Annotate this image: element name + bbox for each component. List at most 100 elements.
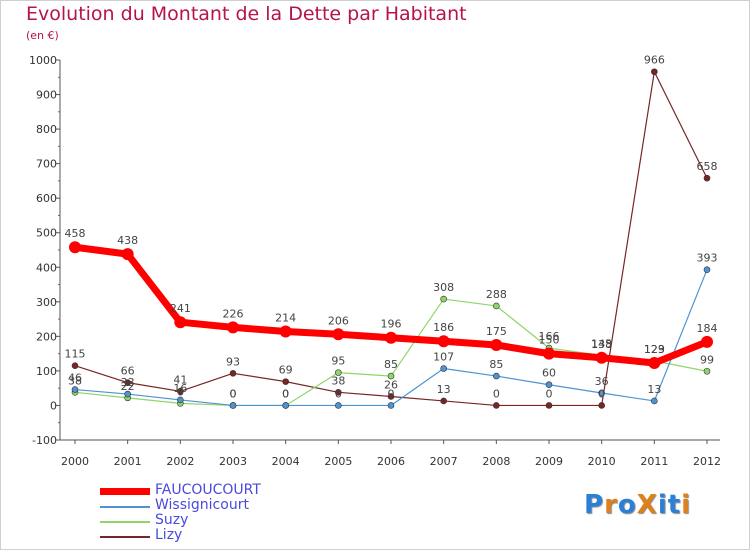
y-tick-label: 100 <box>36 365 57 378</box>
data-point-wissignicourt <box>440 365 447 372</box>
data-point-faucoucourt <box>595 351 608 364</box>
data-point-suzy <box>335 369 342 376</box>
data-label-wissignicourt: 393 <box>697 252 718 265</box>
logo-letter: o <box>617 490 637 520</box>
legend-item-wissignicourt: Wissignicourt <box>100 497 400 514</box>
chart-unit-label: (en €) <box>26 29 59 42</box>
data-point-wissignicourt <box>229 402 237 409</box>
data-point-faucoucourt <box>701 335 713 348</box>
data-point-lizy <box>598 402 605 409</box>
logo-letter: t <box>667 490 682 520</box>
data-point-wissignicourt <box>387 402 395 409</box>
data-label-lizy: 658 <box>697 160 718 173</box>
data-label-wissignicourt: 13 <box>647 383 661 396</box>
x-tick-label: 2002 <box>166 455 194 468</box>
y-tick-label: -100 <box>32 434 57 447</box>
x-tick-label: 2010 <box>588 455 616 468</box>
data-label-lizy: 966 <box>644 54 665 67</box>
data-point-wissignicourt <box>124 390 131 398</box>
data-label-lizy: 0 <box>493 387 500 400</box>
logo-letter: r <box>604 490 618 520</box>
data-point-lizy <box>387 393 395 400</box>
data-label-wissignicourt: 60 <box>542 367 556 380</box>
y-tick-label: 300 <box>36 296 57 309</box>
data-label-faucoucourt: 150 <box>539 334 560 347</box>
data-label-lizy: 0 <box>598 387 605 400</box>
legend-label-faucoucourt: FAUCOUCOURT <box>155 482 261 498</box>
data-label-wissignicourt: 107 <box>433 350 454 363</box>
y-tick-label: 200 <box>36 330 57 343</box>
data-point-wissignicourt <box>598 389 605 397</box>
data-label-wissignicourt: 46 <box>68 372 82 385</box>
data-label-suzy: 99 <box>700 353 714 366</box>
data-point-wissignicourt <box>282 402 289 409</box>
y-tick-label: 0 <box>50 399 57 412</box>
data-point-lizy <box>545 402 553 409</box>
data-point-faucoucourt <box>174 316 187 329</box>
data-point-wissignicourt <box>71 386 79 393</box>
legend-item-faucoucourt: FAUCOUCOURT <box>100 482 400 499</box>
legend-item-lizy: Lizy <box>100 527 400 544</box>
data-label-wissignicourt: 0 <box>282 387 289 400</box>
data-label-suzy: 6 <box>177 385 184 398</box>
data-label-faucoucourt: 175 <box>486 325 507 338</box>
data-label-suzy: 308 <box>433 281 454 294</box>
data-label-lizy: 0 <box>546 387 553 400</box>
data-label-lizy: 26 <box>384 378 398 391</box>
data-label-wissignicourt: 16 <box>173 382 187 395</box>
data-point-faucoucourt <box>543 347 555 360</box>
data-point-wissignicourt <box>335 402 342 409</box>
x-tick-label: 2011 <box>640 455 668 468</box>
data-point-wissignicourt <box>651 397 658 405</box>
logo-letter: X <box>636 490 658 520</box>
legend-label-wissignicourt: Wissignicourt <box>155 497 249 513</box>
data-label-suzy: 288 <box>486 288 507 301</box>
data-point-faucoucourt <box>121 248 134 261</box>
data-label-faucoucourt: 438 <box>117 234 138 247</box>
x-tick-label: 2004 <box>272 455 300 468</box>
legend-label-lizy: Lizy <box>155 527 183 543</box>
data-point-faucoucourt <box>227 321 239 334</box>
data-point-lizy <box>229 370 237 377</box>
data-point-suzy <box>387 372 395 380</box>
data-label-suzy: 95 <box>331 355 345 368</box>
legend-swatch-faucoucourt <box>100 488 150 495</box>
data-point-faucoucourt <box>69 241 81 254</box>
legend-swatch-suzy <box>100 521 150 523</box>
legend-item-suzy: Suzy <box>100 512 400 529</box>
data-point-suzy <box>493 302 500 310</box>
data-point-faucoucourt <box>279 325 292 338</box>
data-label-wissignicourt: 0 <box>335 387 342 400</box>
data-label-suzy: 0 <box>230 387 237 400</box>
data-label-lizy: 13 <box>437 383 451 396</box>
y-tick-label: 500 <box>36 227 57 240</box>
y-tick-label: 600 <box>36 192 57 205</box>
data-label-faucoucourt: 206 <box>328 314 349 327</box>
legend-swatch-lizy <box>100 536 150 538</box>
data-label-faucoucourt: 186 <box>433 321 454 334</box>
data-label-faucoucourt: 214 <box>275 312 296 325</box>
data-label-faucoucourt: 184 <box>697 322 718 335</box>
data-point-lizy <box>440 397 447 405</box>
x-tick-label: 2009 <box>535 455 563 468</box>
data-label-suzy: 129 <box>644 343 665 356</box>
data-label-suzy: 145 <box>591 337 612 350</box>
data-point-faucoucourt <box>385 331 397 344</box>
data-point-wissignicourt <box>493 372 500 380</box>
x-tick-label: 2012 <box>693 455 721 468</box>
legend-label-suzy: Suzy <box>155 512 189 528</box>
chart-legend: FAUCOUCOURT Wissignicourt Suzy Lizy <box>100 482 400 544</box>
data-label-suzy: 0 <box>282 387 289 400</box>
data-point-lizy <box>282 378 289 385</box>
x-tick-label: 2006 <box>377 455 405 468</box>
data-label-lizy: 41 <box>173 373 187 386</box>
data-point-suzy <box>440 295 447 303</box>
x-tick-label: 2007 <box>430 455 458 468</box>
proxiti-logo: ProXiti <box>584 490 691 520</box>
data-point-faucoucourt <box>332 328 345 341</box>
logo-letter: P <box>584 490 605 520</box>
data-point-lizy <box>71 362 79 370</box>
